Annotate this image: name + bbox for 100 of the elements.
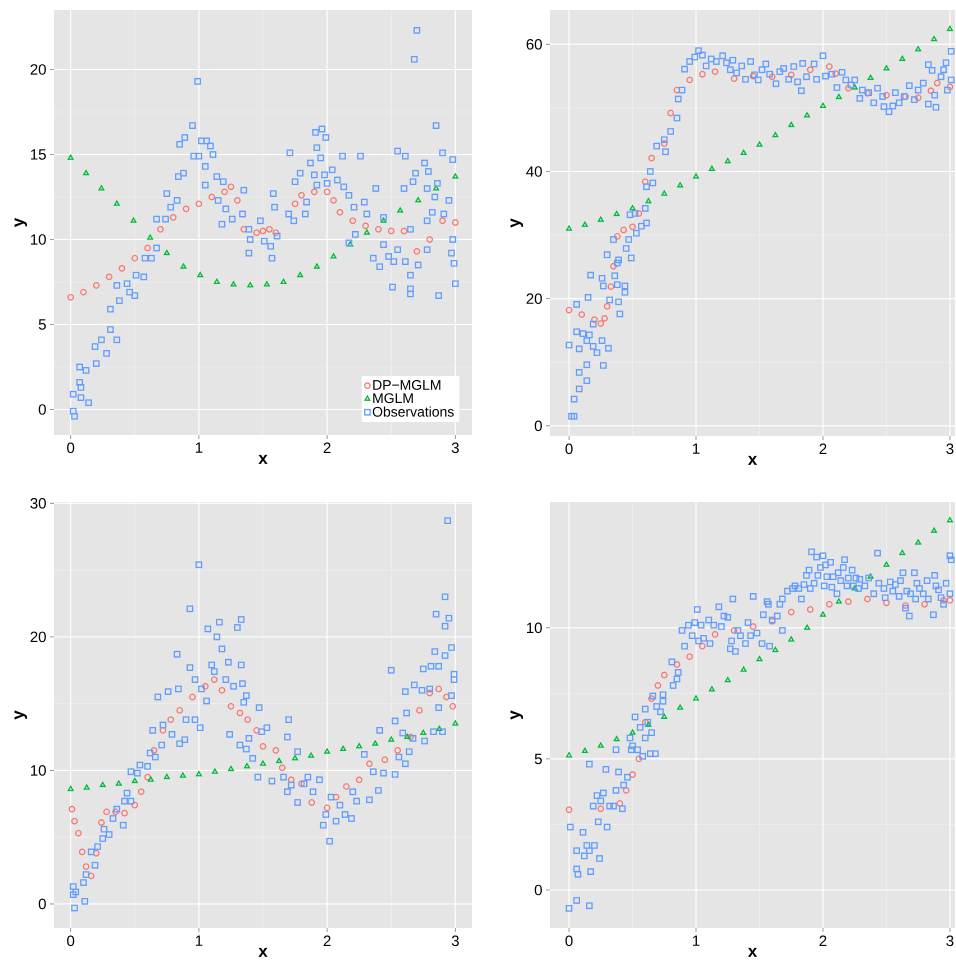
point <box>693 173 699 179</box>
y-tick-label: 30 <box>30 498 46 509</box>
point <box>566 306 572 314</box>
point <box>98 819 105 826</box>
point <box>266 226 273 233</box>
point <box>620 226 627 234</box>
x-tick-label: 2 <box>820 444 826 454</box>
point <box>788 608 795 616</box>
point <box>121 810 128 816</box>
point <box>667 110 674 116</box>
point <box>788 122 794 128</box>
point <box>167 716 174 724</box>
point <box>921 600 928 608</box>
point <box>324 188 330 196</box>
point <box>915 539 922 545</box>
x-tick-label: 2 <box>324 442 331 453</box>
point <box>130 217 136 223</box>
point <box>103 808 110 816</box>
point <box>899 550 906 556</box>
x-tick-label: 3 <box>946 444 954 454</box>
point <box>404 734 410 740</box>
point <box>756 141 762 147</box>
point <box>253 229 260 236</box>
point <box>180 263 186 269</box>
point <box>826 600 833 608</box>
y-axis-title: y <box>14 218 28 228</box>
point <box>661 190 668 196</box>
point <box>661 714 668 719</box>
point <box>608 283 614 290</box>
point <box>297 272 304 278</box>
point <box>566 225 572 231</box>
point <box>931 36 938 42</box>
point <box>100 782 106 788</box>
point <box>636 210 642 217</box>
point <box>308 799 316 806</box>
point <box>260 228 266 234</box>
y-tick-label: 10 <box>527 622 542 634</box>
point <box>931 527 938 533</box>
point <box>614 736 620 742</box>
point <box>388 228 395 234</box>
y-tick-label: 20 <box>30 64 46 75</box>
point <box>332 794 340 800</box>
point <box>788 71 795 78</box>
point <box>566 752 572 758</box>
point <box>324 748 330 754</box>
point <box>928 87 934 94</box>
point <box>272 747 280 754</box>
point <box>598 742 604 748</box>
point <box>150 747 158 754</box>
point <box>276 758 282 764</box>
point <box>118 265 126 272</box>
point <box>330 197 337 204</box>
point <box>610 262 617 270</box>
point <box>699 642 706 650</box>
point <box>772 646 778 652</box>
point <box>253 727 260 734</box>
point <box>845 84 852 92</box>
point <box>372 740 378 746</box>
point <box>730 75 738 82</box>
y-tick-label: 0 <box>534 884 542 896</box>
point <box>740 150 747 156</box>
x-tick-label: 3 <box>452 442 459 454</box>
point <box>340 746 346 752</box>
point <box>845 598 852 605</box>
point <box>452 720 458 726</box>
point <box>864 596 871 602</box>
point <box>280 278 287 284</box>
point <box>645 721 652 727</box>
point <box>597 805 604 812</box>
point <box>230 281 236 287</box>
point <box>724 676 731 682</box>
point <box>708 686 715 692</box>
point <box>836 598 842 604</box>
point <box>324 804 330 812</box>
point <box>439 217 446 224</box>
point <box>452 219 459 226</box>
point <box>826 63 833 70</box>
point <box>380 217 387 223</box>
point <box>144 244 151 252</box>
point <box>349 217 356 224</box>
point <box>768 73 776 80</box>
point <box>636 756 642 762</box>
point <box>234 197 241 204</box>
point <box>852 585 858 591</box>
point <box>435 686 442 692</box>
point <box>397 207 404 213</box>
point <box>648 695 655 702</box>
x-tick-label: 0 <box>565 936 573 946</box>
point <box>84 784 90 790</box>
point <box>614 232 621 240</box>
point <box>806 606 814 613</box>
point <box>946 596 954 604</box>
point <box>67 294 74 301</box>
point <box>868 573 874 579</box>
point <box>244 716 251 724</box>
point <box>182 206 190 212</box>
point <box>144 774 151 780</box>
x-tick-label: 0 <box>67 936 74 946</box>
point <box>601 315 608 322</box>
point <box>83 170 90 176</box>
